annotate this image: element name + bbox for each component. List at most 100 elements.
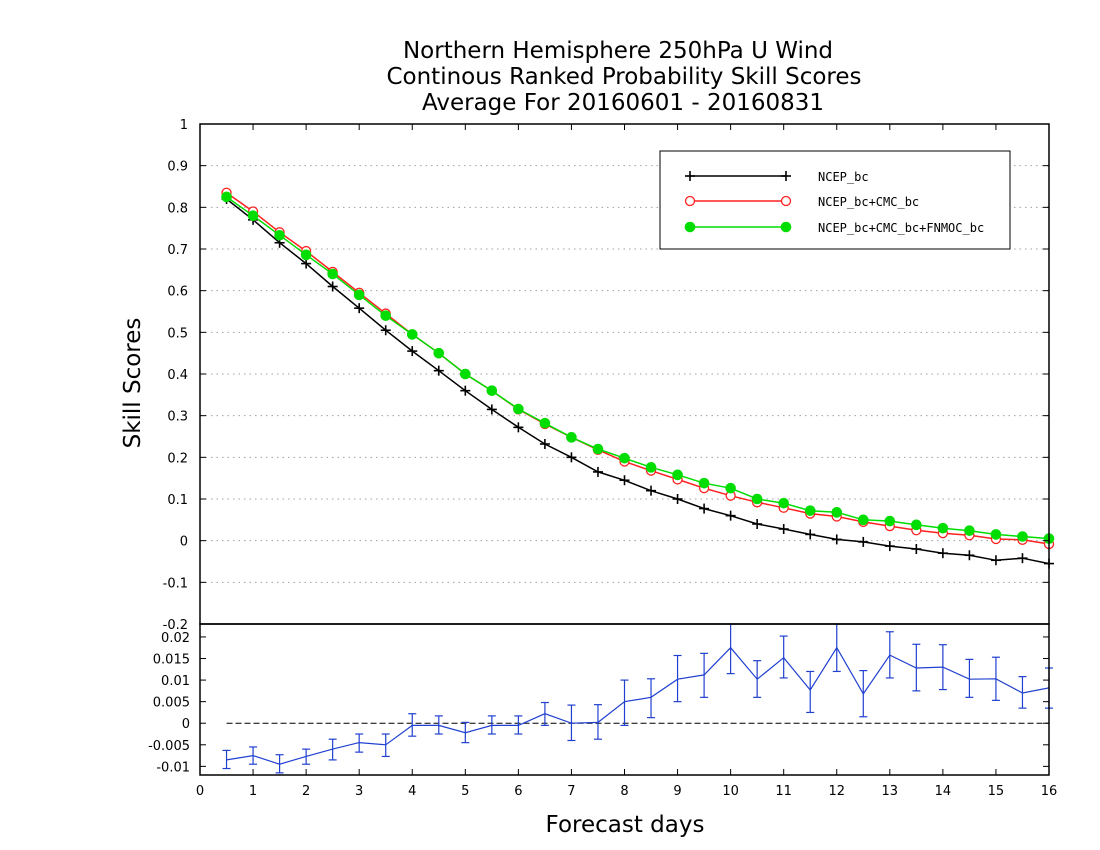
series-ncep-bc-point-11 [513, 422, 524, 433]
series-ncep-bc-cmc-bc-fnmoc-bc-point-28 [964, 525, 975, 536]
y-tick-label-main-6: 0.4 [167, 368, 188, 383]
y-tick-label-diff-4: 0 [182, 717, 190, 732]
series-ncep-bc-point-10 [486, 404, 497, 415]
x-tick-label-11: 11 [775, 784, 792, 799]
error-bar-14 [593, 704, 602, 740]
series-ncep-bc-point-27 [937, 548, 948, 559]
series-ncep-bc-point-21 [778, 524, 789, 534]
legend: NCEP_bc NCEP_bc+CMC_bc NCEP_bc+CMC_bc+FN… [659, 150, 1011, 250]
series-ncep-bc-point-7 [407, 346, 418, 357]
y-tick-label-main-10: 0 [180, 535, 188, 550]
series-ncep-bc-point-5 [354, 303, 365, 314]
y-tick-label-main-2: 0.8 [167, 201, 188, 216]
legend-marker-ncep-bc-a [685, 171, 695, 181]
error-bar-9 [461, 721, 470, 744]
error-bar-4 [328, 738, 337, 761]
series-ncep-bc-point-16 [646, 485, 657, 496]
series-ncep-bc-point-23 [831, 534, 842, 545]
error-bar-20 [753, 660, 762, 698]
x-tick-label-1: 1 [249, 784, 257, 799]
error-bar-25 [885, 631, 894, 679]
y-tick-label-diff-3: 0.005 [153, 696, 190, 711]
error-bar-18 [700, 652, 709, 698]
difference-line [226, 646, 1050, 765]
y-tick-label-main-9: 0.1 [167, 493, 188, 508]
legend-label-ncep-bc-cmc-bc-fnmoc-bc: NCEP_bc+CMC_bc+FNMOC_bc [818, 221, 984, 235]
series-ncep-bc-point-24 [858, 536, 869, 547]
x-tick-label-12: 12 [828, 784, 845, 799]
error-bar-6 [381, 733, 390, 758]
difference-y-axis: 0.02 0.015 0.01 0.005 0 -0.005 -0.01 [148, 631, 1049, 775]
x-tick-label-13: 13 [882, 784, 899, 799]
series-ncep-bc-cmc-bc-fnmoc-bc-point-13 [566, 432, 577, 443]
series-ncep-bc-cmc-bc-fnmoc-bc-point-30 [1017, 531, 1028, 542]
x-tick-label-3: 3 [355, 784, 363, 799]
series-ncep-bc-cmc-bc-fnmoc-bc-point-23 [831, 507, 843, 518]
error-bar-27 [938, 644, 947, 691]
series-ncep-bc-point-25 [884, 541, 895, 552]
series-ncep-bc [221, 194, 1054, 569]
y-tick-label-diff-2: 0.01 [161, 674, 190, 689]
error-bar-10 [487, 715, 496, 735]
series-ncep-bc-point-4 [327, 281, 338, 292]
series-ncep-bc-cmc-bc-fnmoc-bc-point-14 [592, 443, 604, 455]
difference-series [222, 623, 1053, 774]
series-ncep-bc-cmc-bc-fnmoc-bc-point-16 [645, 462, 657, 473]
series-ncep-bc-point-9 [460, 385, 471, 396]
legend-box [659, 150, 1011, 250]
error-bar-15 [620, 679, 629, 726]
series-ncep-bc-cmc-bc-fnmoc-bc-point-10 [486, 385, 498, 396]
series-ncep-bc-cmc-bc-fnmoc-bc-point-11 [513, 403, 524, 415]
series-ncep-bc-point-17 [672, 494, 683, 504]
series-ncep-bc-cmc-bc-fnmoc-bc-point-3 [300, 249, 312, 261]
y-tick-label-main-11: -0.1 [163, 576, 188, 591]
title-line-1: Northern Hemisphere 250hPa U Wind [403, 38, 833, 64]
error-bar-5 [355, 733, 364, 753]
legend-label-ncep-bc-cmc-bc: NCEP_bc+CMC_bc [818, 195, 919, 209]
chart-title: Northern Hemisphere 250hPa U Wind Contin… [386, 38, 861, 116]
series-ncep-bc-point-13 [566, 452, 577, 463]
legend-label-ncep-bc: NCEP_bc [818, 170, 869, 184]
x-axis: 0 1 2 3 4 5 6 7 8 9 10 11 12 13 14 15 16 [196, 124, 1057, 799]
series-ncep-bc-cmc-bc-fnmoc-bc-point-24 [857, 514, 869, 526]
error-bar-11 [514, 715, 523, 735]
y-axis-title: Skill Scores [120, 318, 146, 449]
y-tick-label-diff-6: -0.01 [156, 760, 190, 775]
series-ncep-bc-cmc-bc-fnmoc-bc [221, 191, 1055, 544]
error-bar-26 [912, 643, 921, 692]
series-ncep-bc-line [226, 198, 1050, 565]
error-bar-30 [1018, 676, 1027, 709]
x-tick-label-8: 8 [620, 784, 628, 799]
series-ncep-bc-cmc-bc-fnmoc-bc-point-5 [353, 289, 365, 301]
series-ncep-bc-cmc-bc-fnmoc-bc-point-6 [380, 310, 392, 321]
y-tick-label-diff-0: 0.02 [161, 631, 190, 646]
y-tick-label-main-8: 0.2 [167, 451, 188, 466]
error-bar-7 [408, 713, 417, 737]
y-tick-label-diff-5: -0.005 [148, 739, 190, 754]
error-bar-28 [965, 658, 974, 698]
y-tick-label-main-3: 0.7 [167, 243, 188, 258]
x-tick-label-4: 4 [408, 784, 416, 799]
x-tick-label-0: 0 [196, 784, 204, 799]
title-line-3: Average For 20160601 - 20160831 [422, 90, 824, 116]
series-ncep-bc-cmc-bc-fnmoc-bc-point-0 [221, 191, 232, 203]
series-ncep-bc-cmc-bc-fnmoc-bc-point-12 [539, 417, 551, 429]
x-tick-label-6: 6 [514, 784, 522, 799]
legend-marker-ncep-bc-cmc-bc-a [684, 195, 696, 207]
error-bar-2 [275, 754, 284, 774]
error-bar-23 [832, 623, 841, 673]
series-ncep-bc-point-30 [1017, 553, 1028, 564]
title-line-2: Continous Ranked Probability Skill Score… [386, 64, 861, 90]
series-ncep-bc-cmc-bc-fnmoc-bc-point-17 [672, 469, 683, 481]
x-tick-label-15: 15 [988, 784, 1005, 799]
series-ncep-bc-point-19 [725, 510, 736, 521]
error-bar-1 [249, 746, 258, 765]
y-tick-label-main-5: 0.5 [167, 326, 188, 341]
series-ncep-bc-cmc-bc-fnmoc-bc-point-27 [937, 522, 949, 534]
series-ncep-bc-point-26 [911, 544, 922, 554]
legend-marker-ncep-bc-b [781, 171, 791, 181]
series-ncep-bc-cmc-bc-fnmoc-bc-point-15 [619, 452, 630, 464]
series-ncep-bc-point-22 [805, 529, 816, 540]
series-ncep-bc-point-3 [301, 258, 312, 269]
y-tick-label-main-7: 0.3 [167, 410, 188, 425]
